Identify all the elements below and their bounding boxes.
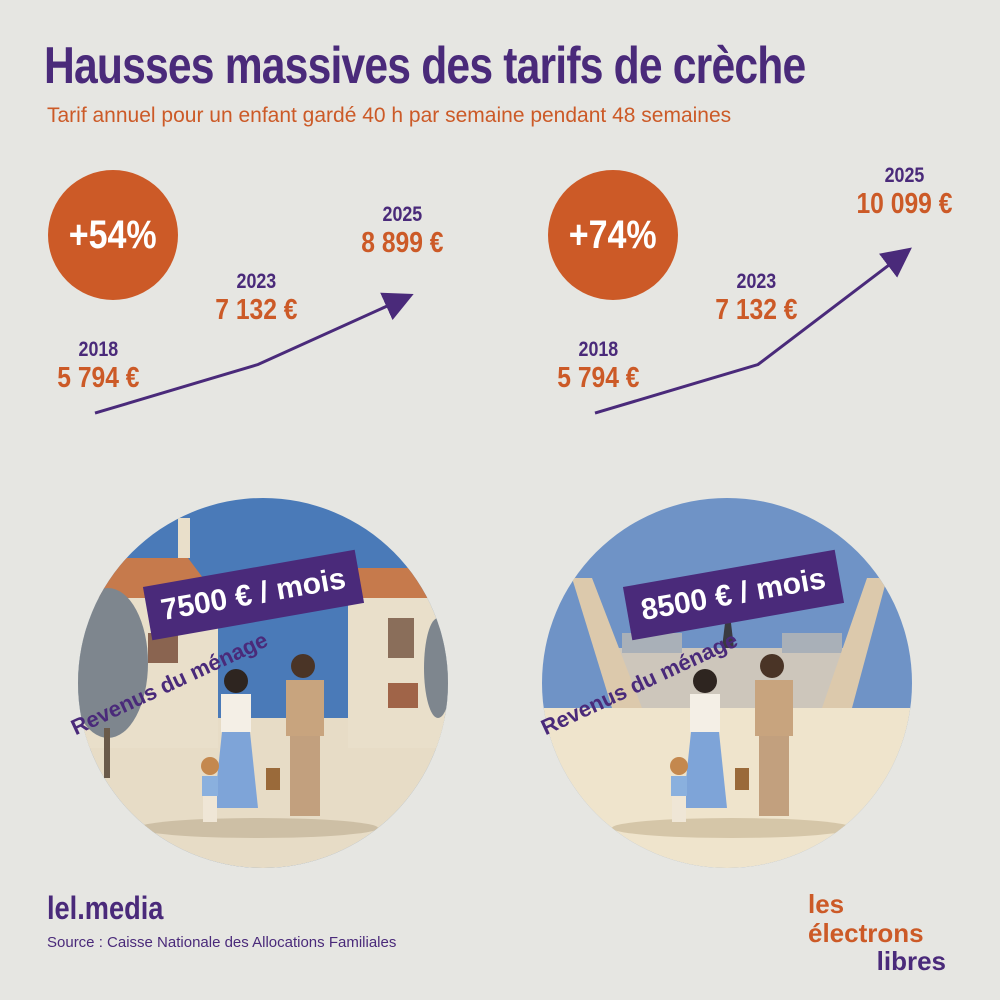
chart-panel-1: +54% 2018 5 794 € 2023 7 132 € 2025 8 89… <box>0 150 500 870</box>
value-label: 8 899 € <box>361 227 444 259</box>
data-point-2025: 2025 8 899 € <box>354 203 451 260</box>
change-label: +54% <box>69 212 157 257</box>
brand-name: lel.media <box>47 890 164 926</box>
publisher-logo: les électrons libres <box>808 890 958 976</box>
year-label: 2023 <box>736 270 777 293</box>
family-paris-illustration <box>542 498 912 868</box>
page-title: Hausses massives des tarifs de crèche <box>44 37 806 95</box>
year-label: 2023 <box>236 270 277 293</box>
chart-panel-2: +74% 2018 5 794 € 2023 7 132 € 2025 10 0… <box>500 150 1000 870</box>
trend-arrow-2 <box>594 247 912 415</box>
logo-line-2: libres <box>876 946 946 977</box>
value-label: 7 132 € <box>715 294 798 326</box>
value-label: 5 794 € <box>57 362 140 394</box>
year-label: 2018 <box>78 338 119 361</box>
data-point-2023: 2023 7 132 € <box>208 270 305 327</box>
year-label: 2025 <box>382 203 423 226</box>
change-label: +74% <box>569 212 657 257</box>
page-subtitle: Tarif annuel pour un enfant gardé 40 h p… <box>47 104 732 127</box>
value-label: 5 794 € <box>557 362 640 394</box>
data-point-2018: 2018 5 794 € <box>50 338 147 395</box>
data-point-2025: 2025 10 099 € <box>848 164 961 221</box>
value-label: 10 099 € <box>856 188 953 220</box>
year-label: 2018 <box>578 338 619 361</box>
logo-line-1: les électrons <box>808 889 924 948</box>
change-badge: +74% <box>548 170 678 300</box>
family-house-illustration <box>78 498 448 868</box>
source-note: Source : Caisse Nationale des Allocation… <box>47 934 397 951</box>
value-label: 7 132 € <box>215 294 298 326</box>
trend-arrow-1 <box>94 292 414 415</box>
data-point-2018: 2018 5 794 € <box>550 338 647 395</box>
change-badge: +54% <box>48 170 178 300</box>
data-point-2023: 2023 7 132 € <box>708 270 805 327</box>
year-label: 2025 <box>884 164 925 187</box>
